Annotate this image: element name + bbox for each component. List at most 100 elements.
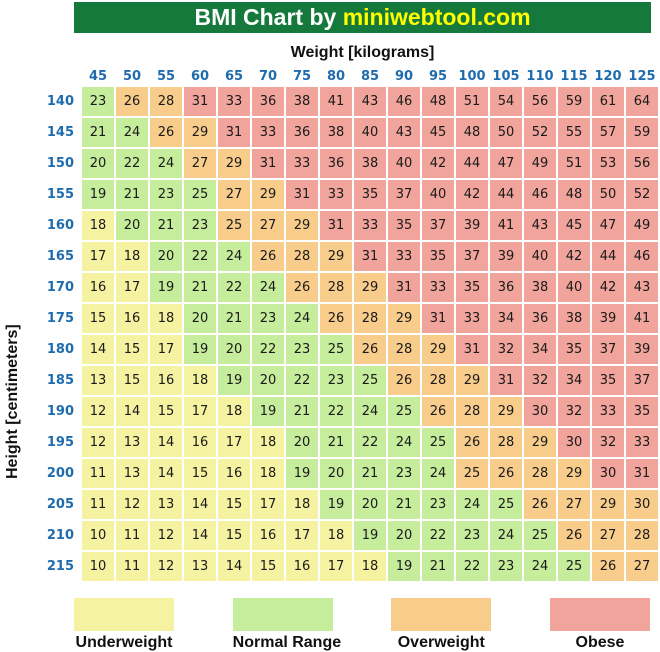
weight-tick: 110 [526, 68, 554, 84]
bmi-cell: 41 [320, 87, 352, 116]
bmi-cell: 13 [184, 552, 216, 581]
bmi-cell: 11 [82, 490, 114, 519]
bmi-cell: 25 [354, 366, 386, 395]
bmi-cell: 18 [82, 211, 114, 240]
bmi-cell: 34 [490, 304, 522, 333]
bmi-cell: 35 [456, 273, 488, 302]
height-tick: 190 [46, 404, 74, 419]
table-row: 140 23 26 28 31 33 36 38 41 43 46 48 51 54 56 59 61 64 [2, 87, 658, 116]
height-tick: 205 [46, 497, 74, 512]
bmi-cell: 15 [150, 397, 182, 426]
bmi-cell: 28 [422, 366, 454, 395]
bmi-cell: 24 [286, 304, 318, 333]
bmi-cell: 26 [422, 397, 454, 426]
bmi-cell: 18 [184, 366, 216, 395]
weight-tick: 115 [560, 68, 588, 84]
bmi-cell: 24 [150, 149, 182, 178]
bmi-cell: 20 [388, 521, 420, 550]
bmi-cell: 31 [184, 87, 216, 116]
bmi-cell: 29 [286, 211, 318, 240]
chart-area: Height [centimeters] 45 50 55 60 65 70 75 80 85 9… [0, 66, 660, 583]
bmi-cell: 17 [218, 428, 250, 457]
bmi-cell: 28 [320, 273, 352, 302]
bmi-cell: 46 [524, 180, 556, 209]
bmi-cell: 48 [456, 118, 488, 147]
bmi-cell: 18 [218, 397, 250, 426]
bmi-cell: 29 [184, 118, 216, 147]
table-row: 155 19 21 23 25 27 29 31 33 35 37 40 42 44 46 48 50 52 [2, 180, 658, 209]
bmi-cell: 37 [626, 366, 658, 395]
table-row: 195 12 13 14 16 17 18 20 21 22 24 25 26 28 29 30 32 33 [2, 428, 658, 457]
bmi-cell: 17 [82, 242, 114, 271]
bmi-cell: 23 [184, 211, 216, 240]
bmi-cell: 24 [354, 397, 386, 426]
bmi-cell: 40 [354, 118, 386, 147]
weight-tick: 85 [360, 68, 380, 84]
bmi-cell: 35 [558, 335, 590, 364]
bmi-cell: 33 [626, 428, 658, 457]
bmi-cell: 26 [116, 87, 148, 116]
height-tick: 170 [46, 280, 74, 295]
bmi-cell: 13 [82, 366, 114, 395]
bmi-cell: 20 [150, 242, 182, 271]
bmi-cell: 26 [592, 552, 624, 581]
bmi-cell: 18 [286, 490, 318, 519]
bmi-cell: 49 [626, 211, 658, 240]
bmi-cell: 16 [82, 273, 114, 302]
bmi-cell: 43 [626, 273, 658, 302]
bmi-cell: 41 [490, 211, 522, 240]
bmi-cell: 38 [320, 118, 352, 147]
height-tick: 195 [46, 435, 74, 450]
bmi-cell: 32 [592, 428, 624, 457]
bmi-cell: 30 [592, 459, 624, 488]
bmi-cell: 25 [558, 552, 590, 581]
bmi-cell: 28 [286, 242, 318, 271]
bmi-cell: 17 [286, 521, 318, 550]
legend-label: Overweight [397, 634, 485, 651]
table-row: 175 15 16 18 20 21 23 24 26 28 29 31 33 34 36 38 39 41 [2, 304, 658, 333]
bmi-cell: 44 [592, 242, 624, 271]
bmi-cell: 17 [184, 397, 216, 426]
bmi-cell: 25 [490, 490, 522, 519]
legend-item: Underweight [74, 598, 174, 652]
bmi-cell: 31 [218, 118, 250, 147]
bmi-cell: 26 [354, 335, 386, 364]
bmi-cell: 43 [524, 211, 556, 240]
bmi-cell: 23 [490, 552, 522, 581]
bmi-cell: 14 [116, 397, 148, 426]
bmi-cell: 42 [558, 242, 590, 271]
bmi-cell: 43 [354, 87, 386, 116]
bmi-cell: 18 [252, 459, 284, 488]
bmi-cell: 29 [456, 366, 488, 395]
table-row: 160 18 20 21 23 25 27 29 31 33 35 37 39 41 43 45 47 49 [2, 211, 658, 240]
weight-tick: 65 [224, 68, 244, 84]
bmi-cell: 23 [286, 335, 318, 364]
bmi-cell: 13 [150, 490, 182, 519]
bmi-cell: 15 [218, 490, 250, 519]
weight-tick: 80 [326, 68, 346, 84]
bmi-cell: 20 [184, 304, 216, 333]
bmi-cell: 31 [286, 180, 318, 209]
bmi-cell: 43 [388, 118, 420, 147]
bmi-cell: 32 [524, 366, 556, 395]
bmi-cell: 35 [422, 242, 454, 271]
bmi-cell: 33 [218, 87, 250, 116]
legend-item: Obese [549, 598, 650, 652]
bmi-cell: 53 [592, 149, 624, 178]
bmi-cell: 33 [422, 273, 454, 302]
height-tick: 175 [46, 311, 74, 326]
bmi-cell: 35 [592, 366, 624, 395]
bmi-cell: 13 [116, 459, 148, 488]
table-row: 190 12 14 15 17 18 19 21 22 24 25 26 28 29 30 32 33 35 [2, 397, 658, 426]
bmi-cell: 29 [524, 428, 556, 457]
bmi-cell: 18 [116, 242, 148, 271]
bmi-cell: 50 [490, 118, 522, 147]
bmi-cell: 16 [218, 459, 250, 488]
bmi-cell: 22 [116, 149, 148, 178]
bmi-cell: 21 [116, 180, 148, 209]
bmi-cell: 29 [490, 397, 522, 426]
bmi-cell: 33 [320, 180, 352, 209]
bmi-cell: 57 [592, 118, 624, 147]
bmi-cell: 44 [456, 149, 488, 178]
bmi-cell: 19 [354, 521, 386, 550]
